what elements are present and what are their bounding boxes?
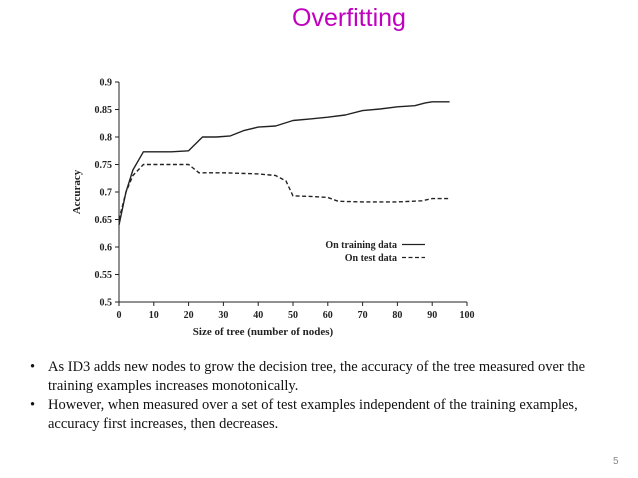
x-tick-label: 50 [288,310,298,321]
training-data-line [118,101,450,226]
y-tick-label: 0.85 [95,105,113,116]
bullet-marker: • [30,397,36,413]
page-number: 5 [613,456,619,467]
legend-label: On training data [325,240,397,251]
x-axis-ticks: 0 10 20 30 40 50 60 70 80 90 100 [117,302,475,321]
x-tick-label: 70 [358,310,368,321]
y-tick-label: 0.5 [100,298,113,309]
chart-svg: 0.5 0.55 0.6 0.65 0.7 0.75 0.8 0.85 0.9 0 10 20 30 4… [71,78,475,339]
x-tick-label: 20 [184,310,194,321]
chart-legend: On training data On test data [325,240,425,264]
x-tick-label: 0 [117,310,122,321]
legend-label: On test data [345,253,397,264]
y-tick-label: 0.6 [100,243,113,254]
y-tick-label: 0.7 [100,188,113,199]
y-tick-label: 0.55 [95,270,113,281]
x-tick-label: 40 [253,310,263,321]
y-tick-label: 0.75 [95,160,113,171]
accuracy-chart: 0.5 0.55 0.6 0.65 0.7 0.75 0.8 0.85 0.9 0 10 20 30 4… [62,72,492,342]
y-axis-ticks: 0.5 0.55 0.6 0.65 0.7 0.75 0.8 0.85 0.9 [95,78,119,309]
plot-frame [118,82,467,303]
y-tick-label: 0.8 [100,133,113,144]
bullet-item: • As ID3 adds new nodes to grow the deci… [30,358,610,396]
bullet-text: As ID3 adds new nodes to grow the decisi… [48,359,586,394]
x-tick-label: 100 [460,310,475,321]
test-data-line [118,163,450,220]
x-tick-label: 80 [392,310,402,321]
x-tick-label: 90 [427,310,437,321]
bullet-item: • However, when measured over a set of t… [30,396,610,434]
bullet-marker: • [30,359,36,375]
slide-title: Overfitting [292,4,406,32]
y-axis-label: Accuracy [71,169,83,214]
x-axis-label: Size of tree (number of nodes) [193,326,334,338]
bullet-list: • As ID3 adds new nodes to grow the deci… [30,358,610,434]
x-tick-label: 30 [218,310,228,321]
x-tick-label: 10 [149,310,159,321]
x-tick-label: 60 [323,310,333,321]
series-layer [118,101,450,226]
bullet-text: However, when measured over a set of tes… [48,397,578,432]
y-tick-label: 0.65 [95,215,113,226]
y-tick-label: 0.9 [100,78,113,89]
